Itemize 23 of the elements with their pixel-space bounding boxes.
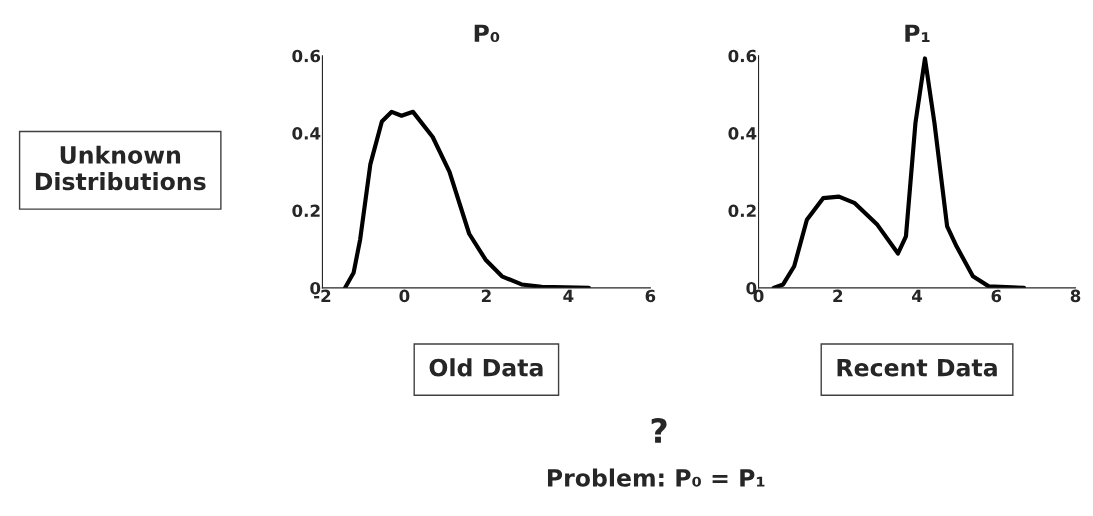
chart-title: P₁ <box>905 24 930 42</box>
x-tick-label: 6 <box>991 289 1002 303</box>
y-tick-label: 0.6 <box>292 49 321 63</box>
text: Problem: P₀ = P₁ <box>547 468 765 487</box>
y-tick-label: 0.4 <box>292 127 321 140</box>
y-tick-label: 0.4 <box>728 127 757 140</box>
x-tick-label: 2 <box>481 289 491 302</box>
y-tick-label: 0.6 <box>728 49 757 63</box>
chart-title: P₀ <box>474 24 500 43</box>
line-series <box>342 109 591 288</box>
x-tick-label: 4 <box>911 289 923 302</box>
x-tick-label: 4 <box>563 289 574 302</box>
x-tick-label: 2 <box>833 289 843 302</box>
x-tick-label: 8 <box>1070 289 1081 303</box>
text: Unknown Distributions <box>35 145 206 191</box>
line-series <box>771 56 1027 288</box>
x-tick-label: 0 <box>399 289 410 303</box>
x-axis-title: Old Data <box>429 358 543 377</box>
y-tick-label: 0.2 <box>728 204 756 218</box>
text: ? <box>651 417 667 443</box>
y-tick-label: 0.2 <box>292 204 320 218</box>
x-axis-title: Recent Data <box>837 358 997 377</box>
x-tick-label: 6 <box>645 289 656 303</box>
